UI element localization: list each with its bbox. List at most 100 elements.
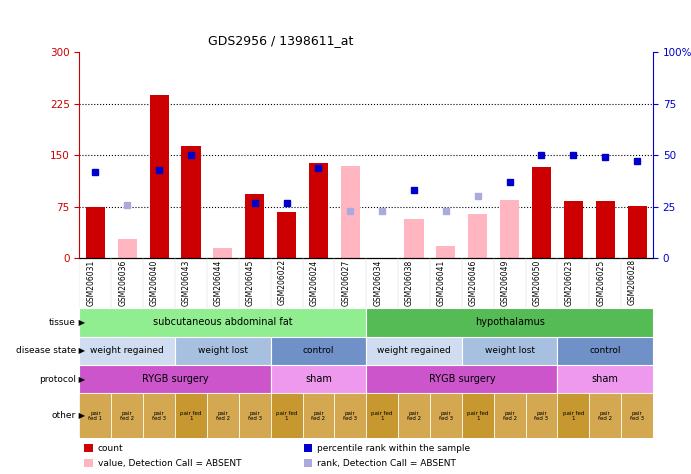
Text: protocol: protocol — [39, 375, 76, 383]
Bar — [468, 214, 487, 258]
Text: other: other — [52, 411, 76, 420]
Text: GSM206027: GSM206027 — [341, 259, 350, 306]
Text: pair
fed 1: pair fed 1 — [88, 410, 102, 421]
Bar — [341, 165, 360, 258]
Text: pair
fed 3: pair fed 3 — [152, 410, 166, 421]
Text: pair fed
1: pair fed 1 — [562, 410, 584, 421]
Text: ▶: ▶ — [76, 411, 85, 420]
Text: GSM206046: GSM206046 — [468, 259, 477, 306]
Text: GSM206034: GSM206034 — [373, 259, 382, 306]
Text: pair
fed 3: pair fed 3 — [343, 410, 357, 421]
Bar — [79, 393, 111, 438]
Text: weight lost: weight lost — [198, 346, 248, 355]
Bar — [404, 219, 424, 258]
Bar — [366, 393, 398, 438]
Text: GSM206038: GSM206038 — [405, 259, 414, 306]
Bar — [214, 248, 232, 258]
Text: pair
fed 2: pair fed 2 — [216, 410, 230, 421]
Text: GSM206028: GSM206028 — [628, 259, 637, 305]
Text: RYGB surgery: RYGB surgery — [428, 374, 495, 384]
Text: pair
fed 2: pair fed 2 — [120, 410, 134, 421]
Text: GSM206044: GSM206044 — [214, 259, 223, 306]
Bar — [627, 206, 647, 258]
Text: GSM206023: GSM206023 — [565, 259, 574, 306]
Bar — [111, 393, 143, 438]
Text: pair fed
1: pair fed 1 — [467, 410, 489, 421]
Text: pair fed
1: pair fed 1 — [180, 410, 202, 421]
Bar — [558, 337, 653, 365]
Text: weight lost: weight lost — [484, 346, 535, 355]
Bar — [366, 337, 462, 365]
Text: pair
fed 2: pair fed 2 — [312, 410, 325, 421]
Bar — [245, 194, 264, 258]
Bar — [79, 365, 271, 393]
Text: pair fed
1: pair fed 1 — [276, 410, 297, 421]
Text: control: control — [303, 346, 334, 355]
Bar — [86, 207, 105, 258]
Text: weight regained: weight regained — [91, 346, 164, 355]
Text: pair
fed 3: pair fed 3 — [439, 410, 453, 421]
Text: ▶: ▶ — [76, 318, 85, 327]
Text: GSM206031: GSM206031 — [86, 259, 95, 306]
Bar — [304, 445, 312, 452]
Bar — [532, 167, 551, 258]
Text: GSM206041: GSM206041 — [437, 259, 446, 306]
Bar — [596, 201, 615, 258]
Bar — [304, 459, 312, 467]
Bar — [84, 445, 93, 452]
Text: pair
fed 2: pair fed 2 — [407, 410, 421, 421]
Bar — [277, 211, 296, 258]
Bar — [462, 393, 493, 438]
Text: weight regained: weight regained — [377, 346, 451, 355]
Text: pair
fed 3: pair fed 3 — [534, 410, 549, 421]
Bar — [493, 393, 526, 438]
Bar — [239, 393, 271, 438]
Bar — [303, 393, 334, 438]
Text: ▶: ▶ — [76, 375, 85, 383]
Bar — [366, 365, 558, 393]
Bar — [366, 308, 653, 337]
Bar — [182, 146, 200, 258]
Bar — [149, 95, 169, 258]
Bar — [589, 393, 621, 438]
Text: pair
fed 2: pair fed 2 — [598, 410, 612, 421]
Text: hypothalamus: hypothalamus — [475, 317, 545, 328]
Bar — [558, 365, 653, 393]
Text: GSM206040: GSM206040 — [150, 259, 159, 306]
Text: GSM206036: GSM206036 — [118, 259, 127, 306]
Bar — [564, 201, 583, 258]
Text: GSM206022: GSM206022 — [278, 259, 287, 305]
Bar — [526, 393, 558, 438]
Bar — [175, 337, 271, 365]
Bar — [117, 239, 137, 258]
Bar — [143, 393, 175, 438]
Bar — [79, 337, 175, 365]
Bar — [334, 393, 366, 438]
Text: pair
fed 3: pair fed 3 — [630, 410, 644, 421]
Bar — [558, 393, 589, 438]
Text: subcutaneous abdominal fat: subcutaneous abdominal fat — [153, 317, 293, 328]
Bar — [462, 337, 558, 365]
Text: value, Detection Call = ABSENT: value, Detection Call = ABSENT — [98, 459, 241, 468]
Text: ▶: ▶ — [76, 346, 85, 355]
Text: GSM206045: GSM206045 — [246, 259, 255, 306]
Bar — [79, 308, 366, 337]
Bar — [271, 365, 366, 393]
Text: rank, Detection Call = ABSENT: rank, Detection Call = ABSENT — [317, 459, 456, 468]
Text: percentile rank within the sample: percentile rank within the sample — [317, 444, 471, 453]
Text: count: count — [98, 444, 124, 453]
Text: disease state: disease state — [16, 346, 76, 355]
Text: GSM206025: GSM206025 — [596, 259, 605, 306]
Text: control: control — [589, 346, 621, 355]
Bar — [175, 393, 207, 438]
Bar — [84, 459, 93, 467]
Text: pair
fed 2: pair fed 2 — [502, 410, 517, 421]
Bar — [436, 246, 455, 258]
Bar — [621, 393, 653, 438]
Text: sham: sham — [591, 374, 618, 384]
Text: GSM206050: GSM206050 — [533, 259, 542, 306]
Bar — [309, 164, 328, 258]
Text: GSM206024: GSM206024 — [310, 259, 319, 306]
Text: sham: sham — [305, 374, 332, 384]
Bar — [398, 393, 430, 438]
